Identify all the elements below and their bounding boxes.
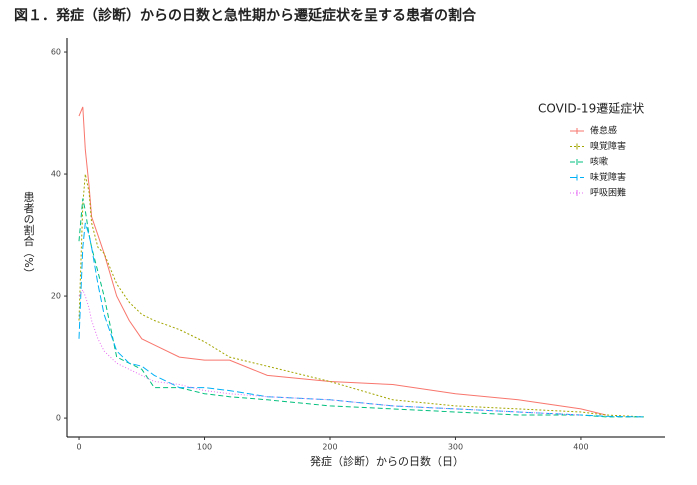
series-line: [78, 106, 607, 416]
y-tick-label: 60: [51, 48, 61, 57]
legend-label: 呼吸困難: [590, 187, 626, 199]
x-tick-label: 200: [322, 443, 337, 452]
y-axis-label: 患者の割合（%）: [22, 191, 35, 279]
x-tick-label: 400: [573, 443, 588, 452]
legend-label: 倦怠感: [590, 125, 617, 137]
y-tick-label: 0: [56, 414, 61, 423]
x-tick-label: 0: [76, 443, 81, 452]
legend-title: COVID-19遷延症状: [538, 101, 644, 116]
chart-title: 図１．発症（診断）からの日数と急性期から遷延症状を呈する患者の割合: [14, 7, 477, 24]
y-tick-label: 40: [51, 170, 61, 179]
series-line: [78, 173, 644, 418]
legend-label: 咳嗽: [590, 156, 608, 168]
y-tick-label: 20: [51, 292, 61, 301]
series-line: [78, 288, 581, 416]
x-tick-label: 300: [448, 443, 463, 452]
series-line: [78, 198, 644, 418]
x-axis-label: 発症（診断）からの日数（日）: [310, 454, 464, 468]
legend-label: 嗅覚障害: [590, 140, 626, 152]
x-tick-label: 100: [197, 443, 212, 452]
legend-label: 味覚障害: [590, 171, 626, 183]
